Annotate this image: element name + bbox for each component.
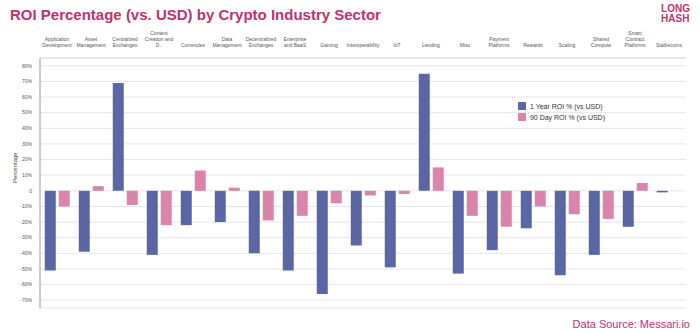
svg-text:ApplicationDevelopment: ApplicationDevelopment (42, 36, 72, 48)
svg-text:Interoperability: Interoperability (347, 42, 380, 48)
svg-text:-20%: -20% (20, 219, 32, 225)
svg-text:-70%: -70% (20, 297, 32, 303)
svg-text:ContentCreation andD..: ContentCreation andD.. (145, 30, 174, 48)
svg-text:Stablecoins: Stablecoins (656, 42, 682, 48)
svg-text:IoT: IoT (393, 42, 400, 48)
svg-text:Gaming: Gaming (320, 42, 338, 48)
svg-text:Rewards: Rewards (523, 42, 543, 48)
svg-text:70%: 70% (22, 78, 33, 84)
html-text:LONG: LONG (661, 3, 690, 14)
svg-text:CentralizedExchanges: CentralizedExchanges (112, 36, 138, 48)
svg-text:PaymentPlatforms: PaymentPlatforms (488, 36, 510, 48)
svg-text:AssetManagement: AssetManagement (76, 36, 106, 48)
svg-text:30%: 30% (22, 141, 33, 147)
svg-text:-40%: -40% (20, 250, 32, 256)
svg-text:Currencies: Currencies (181, 42, 206, 48)
html-text:HASH: HASH (661, 13, 690, 24)
svg-text:SharedCompute: SharedCompute (591, 36, 612, 48)
svg-text:Misc: Misc (460, 42, 471, 48)
svg-text:-10%: -10% (20, 203, 32, 209)
svg-text:DecentralizedExchanges: DecentralizedExchanges (246, 36, 277, 48)
svg-text:Scaling: Scaling (559, 42, 576, 48)
svg-text:20%: 20% (22, 156, 33, 162)
svg-text:60%: 60% (22, 94, 33, 100)
html-text:Data Source: Messari.io: Data Source: Messari.io (572, 318, 690, 330)
svg-text:Enterpriseand BaaS: Enterpriseand BaaS (284, 36, 307, 48)
svg-text:DataManagement: DataManagement (212, 36, 242, 48)
svg-text:50%: 50% (22, 109, 33, 115)
svg-text:10%: 10% (22, 172, 33, 178)
html-text:ROI Percentage (vs. USD) by Cr: ROI Percentage (vs. USD) by Crypto Indus… (10, 6, 381, 23)
svg-text:0: 0 (29, 188, 32, 194)
svg-text:SmartContractPlatforms: SmartContractPlatforms (624, 30, 646, 48)
svg-text:Percentage: Percentage (12, 152, 18, 183)
svg-text:-50%: -50% (20, 266, 32, 272)
svg-text:-60%: -60% (20, 281, 32, 287)
svg-text:80%: 80% (22, 63, 33, 69)
svg-text:Lending: Lending (422, 42, 440, 48)
html-text:90 Day ROI % (vs USD): 90 Day ROI % (vs USD) (529, 113, 605, 121)
svg-text:40%: 40% (22, 125, 33, 131)
html-text:1 Year ROI % (vs USD): 1 Year ROI % (vs USD) (529, 102, 603, 110)
svg-text:-30%: -30% (20, 234, 32, 240)
